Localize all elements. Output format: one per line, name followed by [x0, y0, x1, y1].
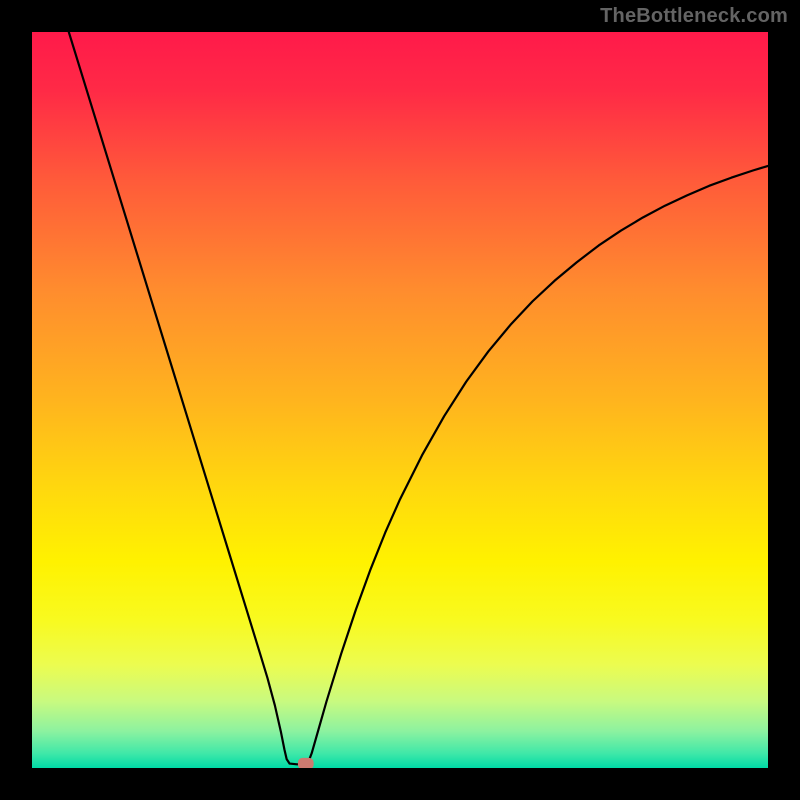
- optimal-point-marker: [298, 758, 313, 768]
- watermark-label: TheBottleneck.com: [600, 5, 788, 28]
- chart-container: TheBottleneck.com: [0, 0, 800, 800]
- gradient-background: [32, 32, 768, 768]
- plot-area: [32, 32, 768, 768]
- chart-svg: [32, 32, 768, 768]
